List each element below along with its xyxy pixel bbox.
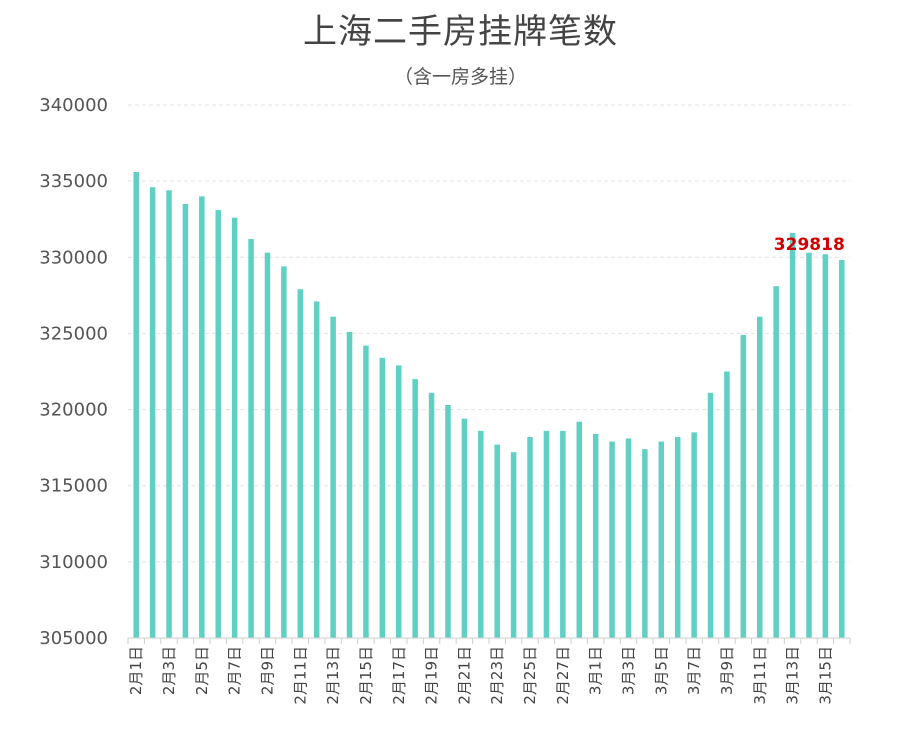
y-tick-label: 330000	[39, 247, 108, 268]
x-tick-label: 3月3日	[619, 646, 637, 695]
bar	[182, 203, 189, 638]
bar	[231, 217, 238, 639]
y-tick-label: 340000	[39, 95, 108, 116]
y-tick-label: 305000	[39, 628, 108, 649]
x-tick-label: 2月15日	[357, 646, 375, 705]
bar	[396, 365, 402, 638]
bar	[313, 301, 320, 638]
x-tick-label: 2月5日	[193, 646, 211, 695]
bar	[707, 392, 714, 638]
bar	[166, 190, 172, 638]
x-tick-label: 2月3日	[160, 646, 178, 695]
x-tick-label: 2月23日	[488, 646, 506, 705]
bar	[264, 252, 271, 638]
bar	[281, 266, 287, 638]
chart-subtitle: （含一房多挂）	[393, 66, 527, 88]
bar	[806, 252, 812, 638]
bar	[773, 286, 779, 638]
bar	[461, 418, 468, 638]
bar	[412, 379, 418, 638]
y-tick-label: 320000	[39, 400, 108, 421]
bar	[724, 371, 730, 638]
bar	[576, 421, 582, 638]
bar	[149, 187, 156, 638]
bar	[658, 441, 665, 638]
value-annotation: 329818	[774, 235, 845, 255]
bar	[609, 441, 615, 638]
bar	[297, 289, 304, 638]
bar	[757, 316, 763, 638]
x-tick-label: 2月25日	[521, 646, 539, 705]
bar	[428, 392, 435, 638]
bar	[674, 436, 681, 638]
x-tick-label: 2月27日	[554, 646, 572, 705]
y-axis: 340000 335000 330000 325000 320000 315000 3100…	[39, 95, 108, 649]
bar	[133, 172, 139, 638]
bar	[822, 254, 829, 639]
x-tick-label: 3月13日	[784, 646, 802, 705]
bar	[494, 444, 500, 638]
bar	[199, 196, 205, 638]
bars	[133, 172, 845, 639]
chart-title: 上海二手房挂牌笔数	[303, 12, 618, 52]
x-tick-label: 2月17日	[390, 646, 408, 705]
y-tick-label: 335000	[39, 171, 108, 192]
bar	[379, 357, 386, 638]
bar	[560, 430, 566, 638]
x-tick-label: 2月9日	[258, 646, 276, 695]
bar	[445, 405, 451, 638]
bar	[543, 430, 550, 638]
bar	[330, 316, 336, 638]
bar	[363, 345, 369, 638]
bar	[839, 260, 845, 638]
bar	[740, 334, 747, 638]
bar	[510, 452, 517, 638]
bar	[478, 430, 484, 638]
bar	[527, 436, 533, 638]
x-tick-label: 3月11日	[751, 646, 769, 705]
bar	[642, 449, 648, 638]
x-tick-label: 2月13日	[324, 646, 342, 705]
x-tick-label: 3月15日	[816, 646, 834, 705]
bar	[346, 331, 353, 638]
x-tick-label: 2月19日	[423, 646, 441, 705]
bar	[592, 433, 599, 638]
bar	[789, 232, 796, 639]
y-tick-label: 325000	[39, 323, 108, 344]
annotations: 329818	[774, 235, 845, 255]
x-tick-label: 3月9日	[718, 646, 736, 695]
x-axis: 2月1日 2月3日 2月5日 2月7日 2月9日 2月11日 2月13日 2月15日 2月17日…	[127, 637, 851, 705]
y-tick-label: 315000	[39, 476, 108, 497]
x-tick-label: 3月5日	[652, 646, 670, 695]
bar	[625, 438, 632, 638]
x-tick-label: 2月21日	[455, 646, 473, 705]
bar	[215, 210, 221, 638]
bar	[248, 239, 254, 639]
x-tick-label: 2月7日	[226, 646, 244, 695]
x-tick-label: 3月1日	[587, 646, 605, 695]
x-tick-label: 2月11日	[291, 646, 309, 705]
x-tick-label: 3月7日	[685, 646, 703, 695]
x-tick-label: 2月1日	[127, 646, 145, 695]
y-tick-label: 310000	[39, 552, 108, 573]
bar	[691, 432, 697, 638]
